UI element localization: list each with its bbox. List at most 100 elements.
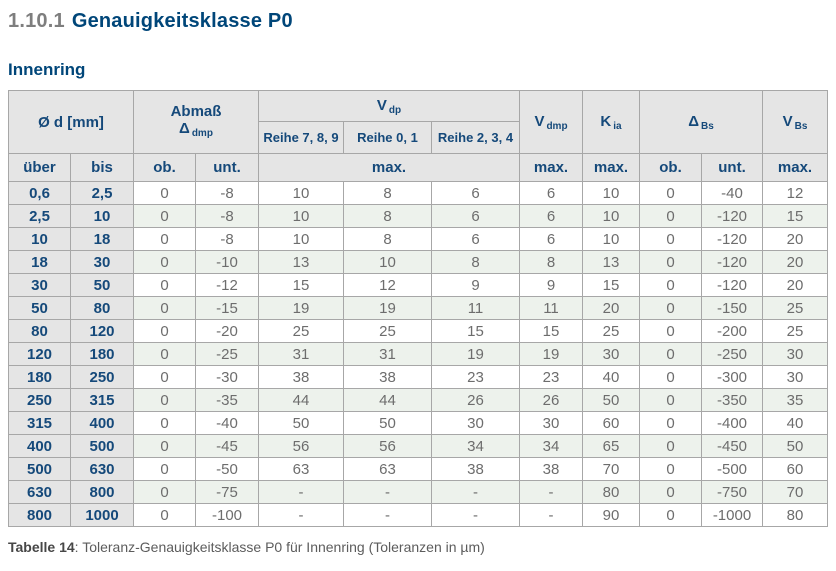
col-subheader-ob-bs: ob. [639,153,702,182]
tolerance-value-cell: -150 [701,296,763,320]
tolerance-value-cell: 0 [639,319,702,343]
table-caption-label: Tabelle 14 [8,539,75,555]
tolerance-value-cell: 26 [431,388,520,412]
tolerance-value-cell: 10 [582,181,640,205]
tolerance-value-cell: -8 [195,204,259,228]
col-subheader-max-kia: max. [582,153,640,182]
tolerance-value-cell: 10 [582,204,640,228]
tolerance-value-cell: - [519,480,583,504]
table-row: 0,6 2,5 0 -8 10 8 6 6 10 0 -40 12 [8,181,828,205]
tolerance-value-cell: 15 [582,273,640,297]
tolerance-value-cell: -500 [701,457,763,481]
tolerance-value-cell: -400 [701,411,763,435]
table-row: 50 80 0 -15 19 19 11 11 20 0 -150 25 [8,296,828,320]
tolerance-value-cell: 12 [762,181,828,205]
tolerance-value-cell: 0 [133,273,196,297]
tolerance-value-cell: 50 [762,434,828,458]
tolerance-value-cell: -10 [195,250,259,274]
tolerance-value-cell: - [431,503,520,527]
table-caption-text: : Toleranz-Genauigkeitsklasse P0 für Inn… [74,539,485,555]
col-header-diameter: Ø d [mm] [8,90,134,154]
tolerance-value-cell: 26 [519,388,583,412]
col-subheader-unt: unt. [195,153,259,182]
tolerance-value-cell: 6 [519,181,583,205]
tolerance-value-cell: 20 [762,273,828,297]
tolerance-value-cell: -30 [195,365,259,389]
diameter-range-cell: 10 [8,227,71,251]
tolerance-value-cell: 8 [431,250,520,274]
tolerance-value-cell: 0 [639,457,702,481]
table-row: 630 800 0 -75- - - -80 0 -750 70 [8,480,828,504]
tolerance-value-cell: - [343,480,432,504]
tolerance-value-cell: 90 [582,503,640,527]
tolerance-value-cell: -120 [701,204,763,228]
tolerance-value-cell: 80 [582,480,640,504]
tolerance-value-cell: 23 [519,365,583,389]
tolerance-value-cell: 10 [258,227,344,251]
tolerance-value-cell: 23 [431,365,520,389]
tolerance-value-cell: 0 [639,342,702,366]
table-row: 10 18 0 -8 10 8 6 6 10 0 -120 20 [8,227,828,251]
col-header-vbs: V Bs [762,90,828,154]
diameter-range-cell: 400 [70,411,134,435]
tolerance-value-cell: 10 [258,204,344,228]
tolerance-value-cell: 20 [582,296,640,320]
tolerance-value-cell: 70 [762,480,828,504]
tolerance-value-cell: 10 [258,181,344,205]
tolerance-value-cell: -35 [195,388,259,412]
tolerance-value-cell: -40 [195,411,259,435]
tolerance-value-cell: 0 [133,434,196,458]
diameter-range-cell: 18 [70,227,134,251]
diameter-range-cell: 800 [8,503,71,527]
tolerance-value-cell: 15 [519,319,583,343]
tolerance-value-cell: - [431,480,520,504]
tolerance-value-cell: -100 [195,503,259,527]
tolerance-value-cell: 10 [343,250,432,274]
tolerance-value-cell: 15 [258,273,344,297]
tolerance-value-cell: - [258,503,344,527]
diameter-range-cell: 120 [70,319,134,343]
tolerance-value-cell: 0 [639,365,702,389]
tolerance-value-cell: 8 [343,204,432,228]
tolerance-value-cell: 11 [519,296,583,320]
tolerance-value-cell: 0 [133,204,196,228]
col-subheader-bis: bis [70,153,134,182]
tolerance-value-cell: -750 [701,480,763,504]
tolerance-value-cell: 19 [519,342,583,366]
table-subtitle: Innenring [8,60,86,79]
tolerance-value-cell: 15 [762,204,828,228]
tolerance-value-cell: 30 [582,342,640,366]
tolerance-value-cell: 0 [639,250,702,274]
col-header-reihe-789: Reihe 7, 8, 9 [258,121,344,154]
tolerance-value-cell: -120 [701,227,763,251]
table-row: 250 315 0 -35 44 44 26 26 50 0 -350 35 [8,388,828,412]
tolerance-value-cell: 0 [639,296,702,320]
tolerance-value-cell: 6 [519,204,583,228]
tolerance-value-cell: 13 [582,250,640,274]
tolerance-value-cell: 0 [639,204,702,228]
tolerance-value-cell: 38 [519,457,583,481]
tolerance-value-cell: - [258,480,344,504]
tolerance-value-cell: -120 [701,273,763,297]
tolerance-value-cell: 40 [582,365,640,389]
tolerance-value-cell: 25 [582,319,640,343]
diameter-range-cell: 80 [70,296,134,320]
tolerance-value-cell: 0 [133,365,196,389]
tolerance-value-cell: 25 [343,319,432,343]
diameter-range-cell: 400 [8,434,71,458]
table-row: 80 120 0 -20 25 25 15 15 25 0 -200 25 [8,319,828,343]
diameter-range-cell: 630 [8,480,71,504]
diameter-range-cell: 1000 [70,503,134,527]
diameter-range-cell: 2,5 [70,181,134,205]
section-number: 1.10.1 [8,10,65,32]
tolerance-value-cell: 60 [762,457,828,481]
table-row: 30 50 0 -12 15 12 9 9 15 0 -120 20 [8,273,828,297]
diameter-range-cell: 50 [8,296,71,320]
tolerance-value-cell: 0 [133,411,196,435]
tolerance-value-cell: 31 [258,342,344,366]
col-subheader-max-vdmp: max. [519,153,583,182]
tolerance-value-cell: 0 [133,342,196,366]
tolerance-value-cell: - [343,503,432,527]
